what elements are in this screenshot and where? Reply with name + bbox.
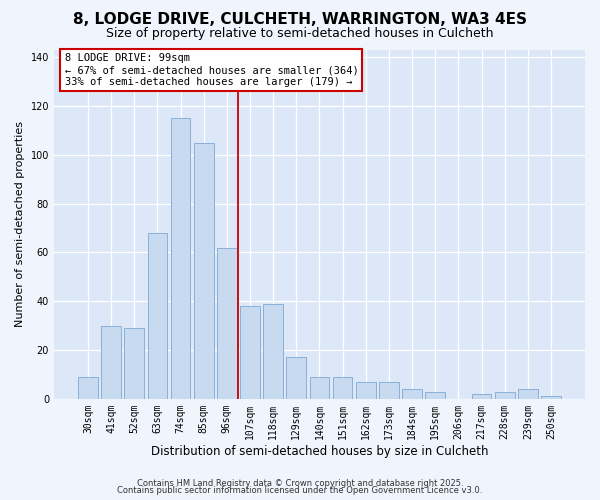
Bar — [124, 328, 144, 399]
Bar — [356, 382, 376, 399]
Bar — [286, 358, 306, 399]
Bar — [472, 394, 491, 399]
Bar — [263, 304, 283, 399]
Bar — [240, 306, 260, 399]
Text: 8, LODGE DRIVE, CULCHETH, WARRINGTON, WA3 4ES: 8, LODGE DRIVE, CULCHETH, WARRINGTON, WA… — [73, 12, 527, 28]
Bar — [495, 392, 515, 399]
Bar — [310, 377, 329, 399]
Text: Contains public sector information licensed under the Open Government Licence v3: Contains public sector information licen… — [118, 486, 482, 495]
X-axis label: Distribution of semi-detached houses by size in Culcheth: Distribution of semi-detached houses by … — [151, 444, 488, 458]
Bar — [518, 389, 538, 399]
Bar — [217, 248, 236, 399]
Bar — [194, 142, 214, 399]
Text: Contains HM Land Registry data © Crown copyright and database right 2025.: Contains HM Land Registry data © Crown c… — [137, 478, 463, 488]
Bar — [379, 382, 399, 399]
Bar — [541, 396, 561, 399]
Text: 8 LODGE DRIVE: 99sqm
← 67% of semi-detached houses are smaller (364)
33% of semi: 8 LODGE DRIVE: 99sqm ← 67% of semi-detac… — [65, 54, 358, 86]
Bar — [425, 392, 445, 399]
Bar — [78, 377, 98, 399]
Bar — [170, 118, 190, 399]
Y-axis label: Number of semi-detached properties: Number of semi-detached properties — [15, 122, 25, 328]
Bar — [402, 389, 422, 399]
Text: Size of property relative to semi-detached houses in Culcheth: Size of property relative to semi-detach… — [106, 28, 494, 40]
Bar — [148, 233, 167, 399]
Bar — [333, 377, 352, 399]
Bar — [101, 326, 121, 399]
